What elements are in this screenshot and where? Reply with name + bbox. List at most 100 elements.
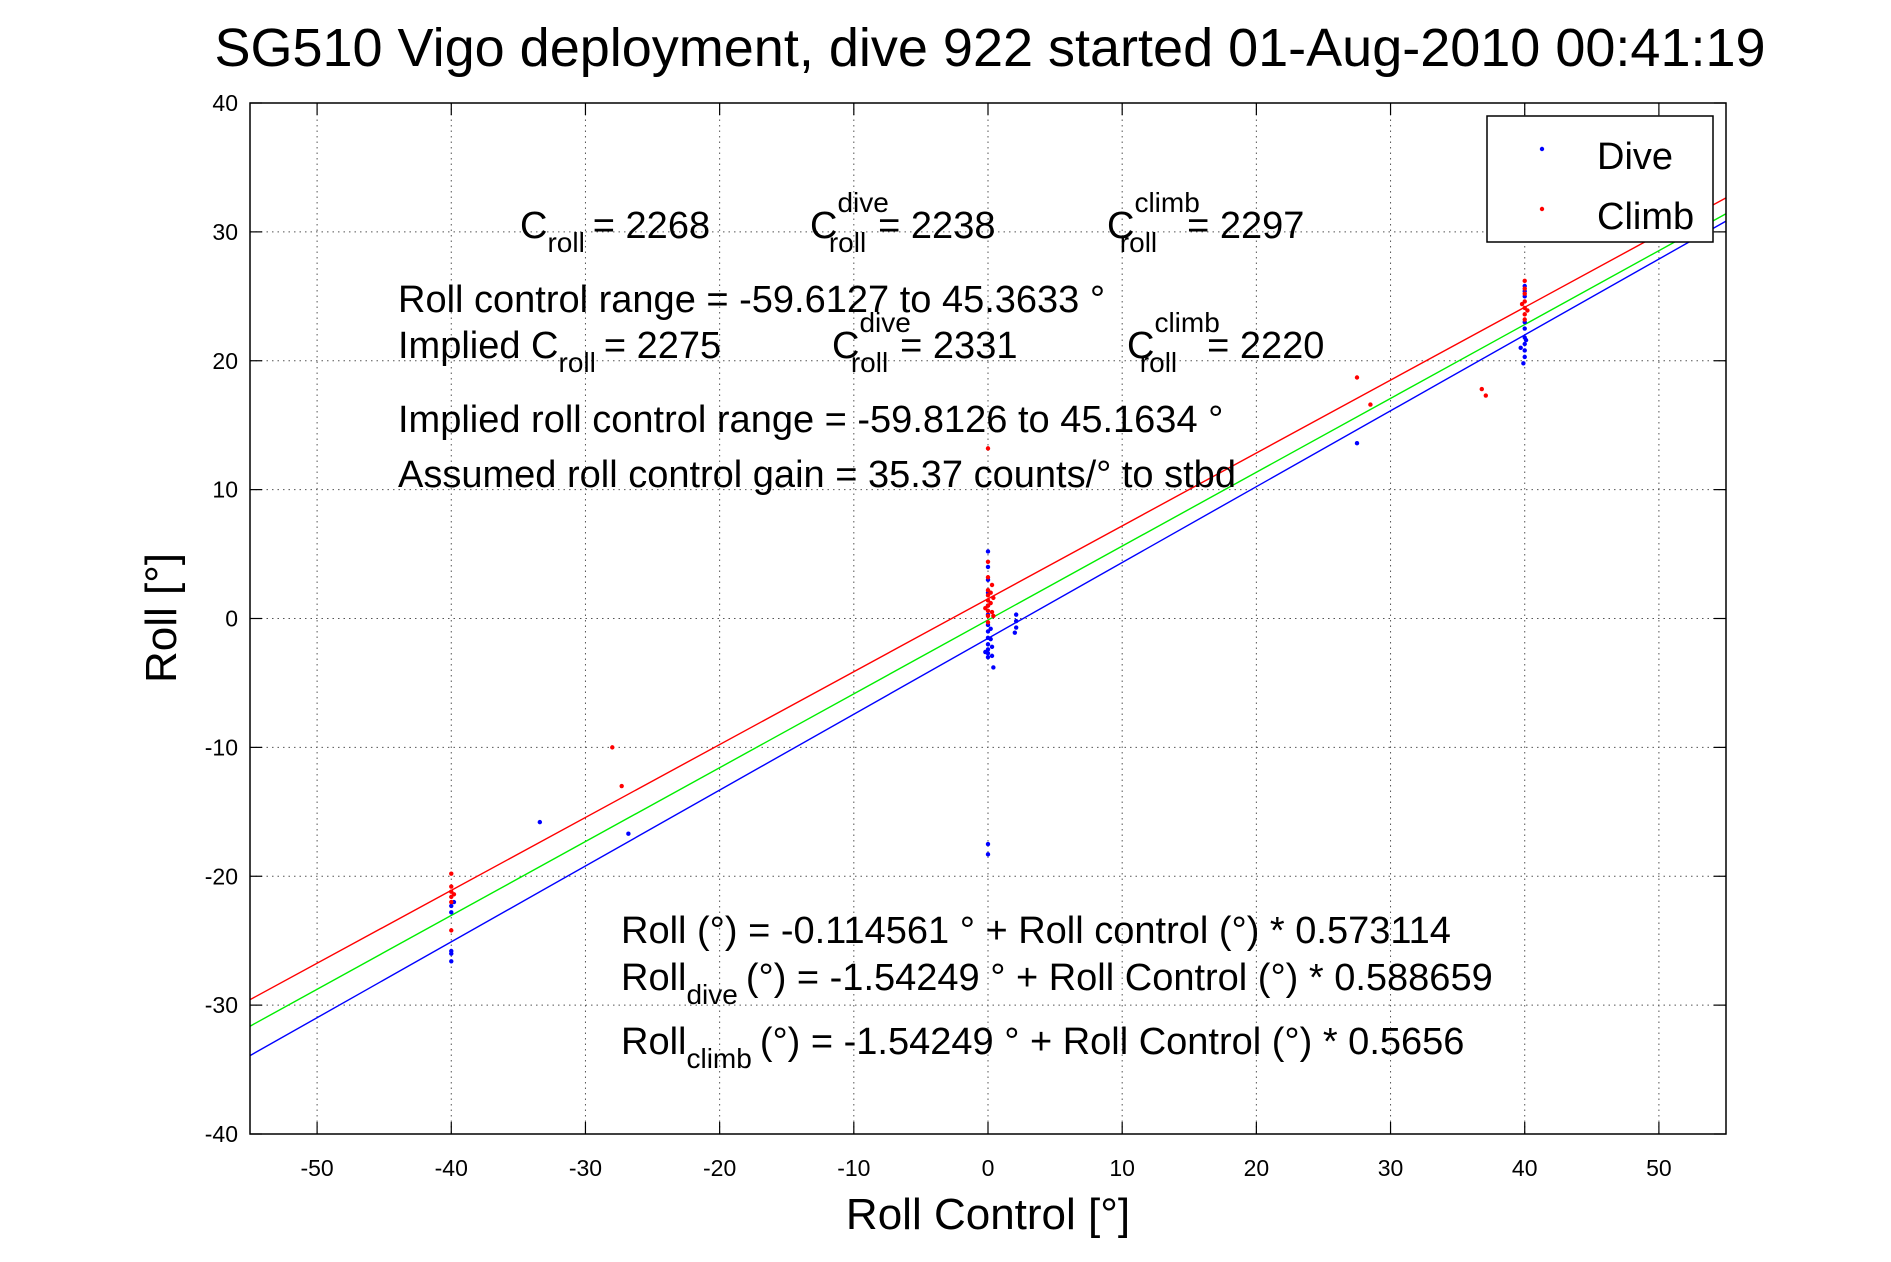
y-tick-label: 10 <box>212 477 238 503</box>
fit-equation-all: Roll (°) = -0.114561 ° + Roll control (°… <box>621 910 1451 952</box>
x-tick-label: 30 <box>1378 1155 1404 1181</box>
dive-point <box>449 903 454 909</box>
y-tick-label: -10 <box>205 734 238 760</box>
x-tick-label: -20 <box>703 1155 736 1181</box>
x-tick-label: -30 <box>569 1155 602 1181</box>
x-tick-label: 40 <box>1512 1155 1538 1181</box>
fit-equation-climb: Rollclimb (°) = -1.54249 ° + Roll Control… <box>621 1021 1464 1074</box>
y-tick-label: 20 <box>212 348 238 374</box>
implied-c-roll: Implied Croll = 2275 <box>398 325 721 378</box>
x-tick-label: 50 <box>1646 1155 1672 1181</box>
dive-point <box>985 654 991 660</box>
y-tick-label: 40 <box>212 90 238 116</box>
climb-point <box>1483 393 1489 398</box>
axis-ticks: -50 -40 -30 -20 -10 0 10 20 30 40 50 40 30 20 10 0 -10 -2… <box>205 90 1726 1181</box>
y-tick-label: -30 <box>205 992 238 1018</box>
climb-point <box>1522 286 1527 291</box>
dive-point <box>1522 326 1527 331</box>
dive-point <box>989 653 995 659</box>
x-tick-label: -40 <box>435 1155 468 1181</box>
legend-marker-dive <box>1539 146 1545 152</box>
x-tick-label: 20 <box>1244 1155 1270 1181</box>
fit-equation-dive: Rolldive (°) = -1.54249 ° + Roll Control … <box>621 957 1493 1010</box>
climb-point <box>610 745 615 750</box>
climb-point <box>451 892 457 897</box>
dive-point <box>985 852 991 857</box>
legend-label-dive: Dive <box>1597 136 1673 178</box>
dive-point <box>1354 441 1360 446</box>
climb-point <box>1525 308 1530 313</box>
climb-point <box>1522 317 1527 322</box>
assumed-roll-control-gain: Assumed roll control gain = 35.37 counts… <box>398 454 1236 496</box>
dive-point <box>1518 345 1523 351</box>
climb-point <box>985 446 991 451</box>
climb-point <box>1522 312 1527 317</box>
y-tick-label: -20 <box>205 863 238 889</box>
climb-point <box>1479 386 1484 392</box>
dive-point <box>988 636 993 642</box>
dive-point <box>1013 618 1019 624</box>
dive-point <box>985 642 991 647</box>
dive-point <box>991 665 996 670</box>
dive-point <box>449 948 454 954</box>
climb-point <box>988 600 993 606</box>
dive-point <box>1012 630 1018 635</box>
implied-c-roll-dive: Cdive roll = 2331 <box>832 307 1017 378</box>
dive-point <box>1523 337 1529 343</box>
implied-roll-control-range: Implied roll control range = -59.8126 to… <box>398 399 1223 441</box>
y-tick-label: -40 <box>205 1121 238 1147</box>
implied-c-roll-climb: Cclimb roll = 2220 <box>1127 307 1324 378</box>
x-tick-label: 0 <box>982 1155 995 1181</box>
x-axis-label: Roll Control [°] <box>846 1190 1130 1239</box>
c-roll-climb-annotation: Cclimb roll = 2297 <box>1107 187 1304 258</box>
legend: Dive Climb <box>1486 115 1714 243</box>
y-tick-label: 0 <box>225 606 238 632</box>
y-axis-label: Roll [°] <box>137 553 186 683</box>
x-tick-label: -50 <box>300 1155 333 1181</box>
climb-point <box>1522 291 1527 296</box>
climb-point <box>988 590 993 595</box>
c-roll-annotation: Croll = 2268 <box>520 205 710 258</box>
climb-point <box>985 620 991 625</box>
dive-point <box>1522 341 1527 347</box>
c-roll-dive-annotation: Cdive roll = 2238 <box>810 187 995 258</box>
dive-point <box>985 549 991 554</box>
climb-point <box>983 605 988 611</box>
roll-control-range: Roll control range = -59.6127 to 45.3633… <box>398 279 1105 321</box>
climb-point <box>985 613 991 619</box>
fit-line <box>249 213 1727 1027</box>
climb-point <box>1354 375 1360 380</box>
climb-point <box>1519 301 1525 307</box>
climb-point <box>449 928 454 933</box>
dive-point <box>626 831 631 836</box>
climb-point <box>985 559 991 564</box>
legend-label-climb: Climb <box>1597 196 1694 238</box>
climb-point <box>1522 278 1527 284</box>
dive-point <box>983 649 988 655</box>
dive-point <box>1522 348 1527 353</box>
climb-point <box>449 871 454 876</box>
climb-point <box>449 899 454 905</box>
climb-point <box>449 884 454 889</box>
climb-point <box>991 613 996 619</box>
dive-point <box>449 959 454 964</box>
dive-point <box>449 910 454 915</box>
x-tick-label: 10 <box>1109 1155 1135 1181</box>
fit-equations: Roll (°) = -0.114561 ° + Roll control (°… <box>621 910 1493 1074</box>
dive-point <box>989 644 995 650</box>
dive-point <box>1522 354 1527 360</box>
climb-point <box>619 783 624 789</box>
climb-point <box>985 575 991 580</box>
dive-point <box>1013 612 1019 617</box>
climb-point <box>989 582 995 588</box>
x-tick-label: -10 <box>837 1155 870 1181</box>
dive-point <box>985 564 991 570</box>
chart-title: SG510 Vigo deployment, dive 922 started … <box>214 18 1765 78</box>
climb-point <box>989 609 995 615</box>
dive-point <box>988 626 993 632</box>
data-points <box>449 278 1530 964</box>
plot-frame <box>249 102 1727 1135</box>
dive-point <box>1521 361 1526 366</box>
dive-point <box>1013 625 1019 630</box>
